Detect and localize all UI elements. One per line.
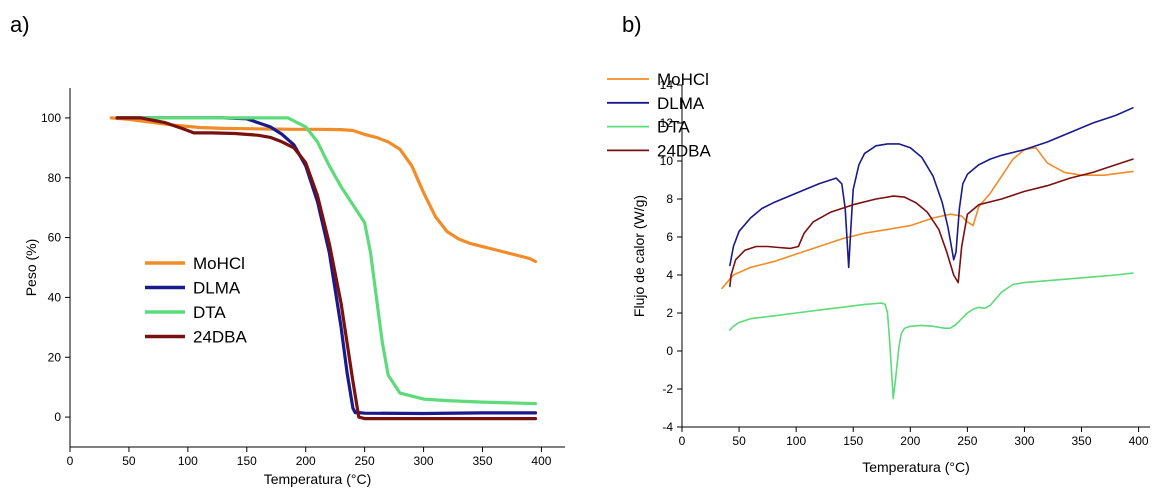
x-tick-label: 250	[957, 434, 977, 448]
y-tick-label: 0	[666, 344, 673, 358]
x-tick-label: 100	[786, 434, 806, 448]
series-line-dta	[115, 116, 538, 406]
y-tick-label: 80	[48, 171, 62, 185]
series-line-dlma	[729, 107, 1134, 269]
legend-label: DTA	[657, 118, 690, 137]
y-tick-label: 60	[48, 231, 62, 245]
x-tick-label: 100	[178, 454, 198, 468]
x-tick-label: 200	[296, 454, 316, 468]
y-tick-label: 100	[41, 111, 61, 125]
series-line-24dba	[729, 158, 1134, 288]
legend-label: 24DBA	[193, 328, 248, 347]
y-tick-label: 20	[48, 350, 62, 364]
panel-label-b: b)	[622, 12, 642, 37]
x-tick-label: 0	[679, 434, 686, 448]
y-tick-label: 8	[666, 192, 673, 206]
x-tick-label: 0	[67, 454, 74, 468]
legend-label: DLMA	[193, 279, 241, 298]
series-line-24dba	[115, 116, 538, 421]
y-tick-label: 14	[660, 78, 674, 92]
y-tick-label: 10	[660, 154, 674, 168]
x-tick-label: 150	[237, 454, 257, 468]
tga-chart: 0 50 100 150 200 250 300 350 400 0 20 40 60 80 100 Temp…	[23, 88, 565, 487]
panel-label-a: a)	[10, 12, 30, 37]
legend-label: MoHCl	[657, 70, 709, 89]
legend-label: 24DBA	[657, 141, 712, 160]
x-axis-label: Temperatura (°C)	[862, 459, 970, 475]
legend-label: DLMA	[657, 94, 705, 113]
series-line-mohcl	[721, 146, 1134, 290]
legend-label: DTA	[193, 303, 226, 322]
y-axis-label: Peso (%)	[23, 239, 39, 297]
x-axis-label: Temperatura (°C)	[264, 471, 372, 487]
x-tick-label: 350	[1071, 434, 1091, 448]
x-tick-label: 50	[732, 434, 746, 448]
dsc-chart: 0 50 100 150 200 250 300 350 400 -4 -2 0 2 4 6 8 10 12 14 T…	[607, 70, 1150, 475]
x-tick-label: 150	[843, 434, 863, 448]
x-tick-label: 50	[122, 454, 136, 468]
x-tick-label: 200	[900, 434, 920, 448]
x-tick-label: 250	[355, 454, 375, 468]
y-tick-label: 0	[54, 410, 61, 424]
x-tick-label: 350	[472, 454, 492, 468]
x-tick-label: 300	[414, 454, 434, 468]
y-tick-label: 40	[48, 290, 62, 304]
y-tick-label: 2	[666, 306, 673, 320]
y-tick-label: 6	[666, 230, 673, 244]
legend-label: MoHCl	[193, 254, 245, 273]
y-tick-label: 4	[666, 268, 673, 282]
y-axis-label: Flujo de calor (W/g)	[631, 195, 647, 317]
series-line-dta	[729, 272, 1134, 400]
x-tick-label: 400	[531, 454, 551, 468]
y-tick-label: -4	[662, 420, 673, 434]
x-tick-label: 300	[1014, 434, 1034, 448]
series-line-mohcl	[109, 116, 538, 264]
y-tick-label: -2	[662, 382, 673, 396]
y-tick-label: 12	[660, 116, 674, 130]
x-tick-label: 400	[1129, 434, 1149, 448]
